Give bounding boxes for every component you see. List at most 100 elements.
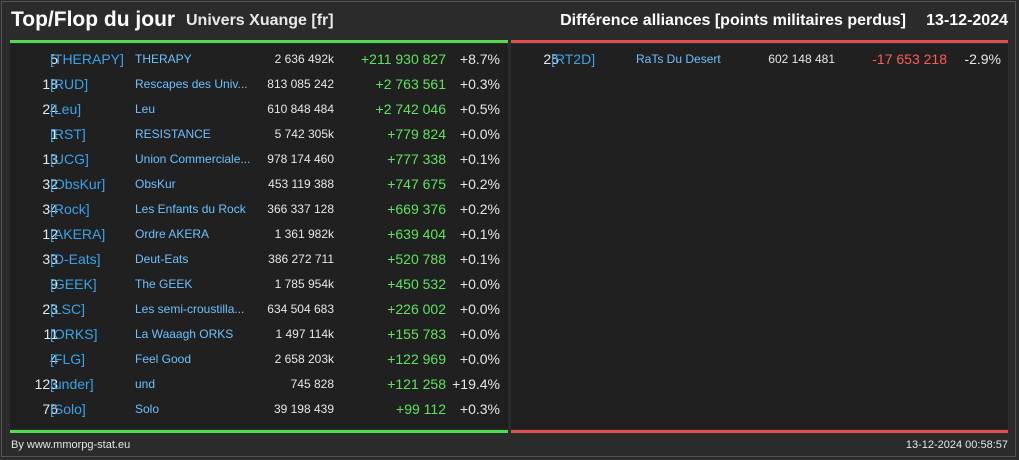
- alliance-percent: +0.0%: [459, 301, 500, 317]
- alliance-percent: +0.5%: [459, 101, 500, 117]
- alliance-rank: 34: [42, 201, 58, 217]
- alliance-name-link[interactable]: Feel Good: [135, 352, 192, 366]
- alliance-name-link[interactable]: Les semi-croustilla...: [135, 302, 245, 316]
- alliance-name-link[interactable]: THERAPY: [135, 52, 192, 66]
- alliance-row: 32 [ObsKur] ObsKur 453 119 388 +747 675 +0.2%: [10, 172, 508, 197]
- alliance-percent: +0.3%: [459, 401, 500, 417]
- alliance-tag-link[interactable]: [under]: [50, 376, 94, 392]
- alliance-rank: 25: [543, 51, 559, 67]
- alliance-row: 12 [AKERA] Ordre AKERA 1 361 982k +639 404 +0…: [10, 222, 508, 247]
- alliance-name-link[interactable]: RESISTANCE: [135, 127, 211, 141]
- alliance-diff: +747 675: [387, 176, 446, 192]
- alliance-points: 2 658 203k: [274, 352, 334, 366]
- alliance-points: 453 119 388: [268, 177, 334, 191]
- alliance-name-link[interactable]: Les Enfants du Rock: [135, 202, 246, 216]
- alliance-name-link[interactable]: ObsKur: [135, 177, 176, 191]
- alliance-points: 1 361 982k: [274, 227, 334, 241]
- alliance-row: 11 [ORKS] La Waaagh ORKS 1 497 114k +155 783…: [10, 322, 508, 347]
- alliance-row: 23 [LSC] Les semi-croustilla... 634 504 683…: [10, 297, 508, 322]
- alliance-diff: +2 742 046: [375, 101, 446, 117]
- alliance-rank: 123: [34, 376, 58, 392]
- alliance-points: 602 148 481: [768, 52, 835, 66]
- alliance-points: 634 504 683: [267, 302, 334, 316]
- top-losers-panel: 25 [RT2D] RaTs Du Desert 602 148 481 -17 653…: [511, 44, 1008, 429]
- alliance-name-link[interactable]: RaTs Du Desert: [636, 52, 721, 66]
- alliance-tag-link[interactable]: [LSC]: [50, 301, 86, 317]
- alliance-tag-link[interactable]: [GEEK]: [50, 276, 97, 292]
- alliance-tag-link[interactable]: [FLG]: [50, 351, 86, 367]
- alliance-percent: -2.9%: [964, 51, 1001, 67]
- alliance-tag-link[interactable]: [RST]: [50, 126, 86, 142]
- alliance-points: 39 198 439: [273, 402, 334, 416]
- alliance-rank: 4: [50, 351, 58, 367]
- alliance-rank: 13: [42, 151, 58, 167]
- alliance-rank: 23: [42, 301, 58, 317]
- alliance-percent: +0.1%: [459, 151, 500, 167]
- alliance-tag-link[interactable]: [UCG]: [50, 151, 89, 167]
- alliance-name-link[interactable]: Union Commerciale...: [135, 152, 251, 166]
- alliance-name-link[interactable]: und: [135, 377, 156, 391]
- alliance-points: 978 174 460: [267, 152, 334, 166]
- bottom-divider-gain: [10, 430, 508, 433]
- alliance-rank: 5: [50, 51, 58, 67]
- alliance-row: 5 [THERAPY] THERAPY 2 636 492k +211 930 827 +…: [10, 47, 508, 72]
- alliance-points: 745 828: [290, 377, 334, 391]
- alliance-row: 25 [RT2D] RaTs Du Desert 602 148 481 -17 653…: [511, 47, 1008, 72]
- alliance-percent: +0.0%: [459, 276, 500, 292]
- alliance-diff: +121 258: [387, 376, 446, 392]
- alliance-tag-link[interactable]: [Solo]: [50, 401, 86, 417]
- top-divider-loss: [511, 40, 1008, 43]
- alliance-name-link[interactable]: Solo: [135, 402, 160, 416]
- page-title: Top/Flop du jour: [11, 8, 176, 31]
- alliance-points: 2 636 492k: [274, 52, 334, 66]
- alliance-rank: 1: [50, 126, 58, 142]
- alliance-row: 33 [D-Eats] Deut-Eats 386 272 711 +520 788 +0…: [10, 247, 508, 272]
- site-credit: By www.mmorpg-stat.eu: [11, 439, 131, 451]
- alliance-rank: 76: [42, 401, 58, 417]
- alliance-row: 4 [FLG] Feel Good 2 658 203k +122 969 +0.0%: [10, 347, 508, 372]
- bottom-divider-loss: [511, 430, 1008, 433]
- alliance-tag-link[interactable]: [Rock]: [50, 201, 90, 217]
- alliance-tag-link[interactable]: [D-Eats]: [50, 251, 101, 267]
- alliance-rank: 9: [50, 276, 58, 292]
- alliance-name-link[interactable]: Ordre AKERA: [135, 227, 210, 241]
- alliance-rank: 11: [43, 326, 58, 342]
- report-date: 13-12-2024: [926, 12, 1008, 29]
- alliance-tag-link[interactable]: [AKERA]: [50, 226, 106, 242]
- alliance-name-link[interactable]: La Waaagh ORKS: [135, 327, 234, 341]
- alliance-points: 5 742 305k: [274, 127, 334, 141]
- alliance-tag-link[interactable]: [ObsKur]: [50, 176, 106, 192]
- alliance-diff: +155 783: [387, 326, 446, 342]
- alliance-tag-link[interactable]: [RT2D]: [551, 51, 596, 67]
- alliance-points: 610 848 484: [267, 102, 334, 116]
- alliance-points: 813 085 242: [267, 77, 334, 91]
- alliance-tag-link[interactable]: [ORKS]: [50, 326, 98, 342]
- alliance-tag-link[interactable]: [THERAPY]: [50, 51, 124, 67]
- alliance-rank: 12: [42, 226, 58, 242]
- header: Top/Flop du jour Univers Xuange [fr] Dif…: [0, 0, 1019, 40]
- alliance-name-link[interactable]: Rescapes des Univ...: [135, 77, 248, 91]
- alliance-diff: +211 930 827: [361, 51, 446, 67]
- generated-timestamp: 13-12-2024 00:58:57: [905, 439, 1008, 451]
- alliance-name-link[interactable]: The GEEK: [135, 277, 193, 291]
- alliance-diff: +639 404: [387, 226, 446, 242]
- alliance-percent: +19.4%: [452, 376, 500, 392]
- alliance-diff: -17 653 218: [872, 51, 947, 67]
- alliance-name-link[interactable]: Deut-Eats: [135, 252, 189, 266]
- alliance-percent: +0.2%: [459, 176, 500, 192]
- ranking-type-title: Différence alliances [points militaires …: [560, 12, 906, 29]
- alliance-rank: 32: [42, 176, 58, 192]
- alliance-tag-link[interactable]: [Leu]: [50, 101, 82, 117]
- alliance-tag-link[interactable]: [RUD]: [50, 76, 89, 92]
- alliance-name-link[interactable]: Leu: [135, 102, 156, 116]
- alliance-percent: +0.1%: [459, 226, 500, 242]
- alliance-diff: +520 788: [387, 251, 446, 267]
- alliance-rank: 18: [42, 76, 58, 92]
- alliance-diff: +669 376: [387, 201, 446, 217]
- alliance-row: 123 [under] und 745 828 +121 258 +19.4%: [10, 372, 508, 397]
- universe-label: Univers Xuange [fr]: [186, 12, 334, 29]
- alliance-diff: +450 532: [387, 276, 446, 292]
- alliance-points: 1 785 954k: [274, 277, 334, 291]
- alliance-diff: +779 824: [387, 126, 446, 142]
- top-gainers-panel: 5 [THERAPY] THERAPY 2 636 492k +211 930 827 +…: [10, 44, 508, 429]
